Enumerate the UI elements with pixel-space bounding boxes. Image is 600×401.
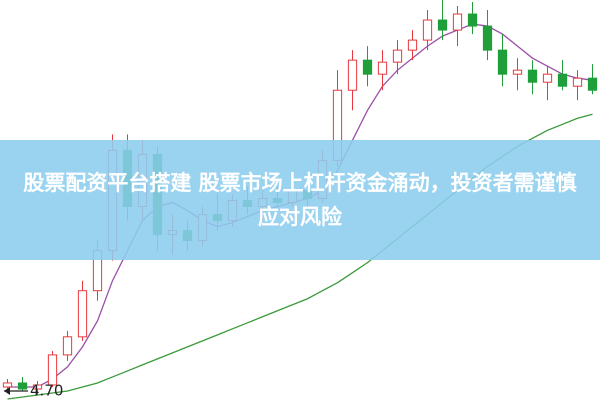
candle-body — [392, 49, 403, 63]
candle-body — [377, 61, 388, 75]
candle-body — [62, 336, 73, 356]
candle-body — [557, 73, 568, 87]
candle-body — [32, 384, 43, 390]
candle-body — [437, 19, 448, 31]
title-banner: 股票配资平台搭建 股票市场上杠杆资金涌动，投资者需谨慎应对风险 — [0, 140, 600, 260]
candle-body — [452, 13, 463, 31]
candle-body — [512, 69, 523, 75]
candle-body — [47, 354, 58, 386]
candle-body — [407, 39, 418, 51]
candle-body — [572, 77, 583, 87]
candle-body — [17, 382, 28, 390]
chart-title: 股票配资平台搭建 股票市场上杠杆资金涌动，投资者需谨慎应对风险 — [23, 171, 577, 229]
price-marker-head — [4, 386, 10, 395]
candle-body — [482, 25, 493, 51]
candle-body — [497, 49, 508, 75]
candle-body — [467, 13, 478, 27]
candle-body — [527, 69, 538, 83]
candle-body — [362, 59, 373, 75]
candle-body — [542, 73, 553, 83]
candle-body — [2, 382, 13, 388]
candle-body — [587, 77, 598, 91]
price-marker-label: 4.70 — [30, 381, 63, 399]
candle-body — [347, 59, 358, 91]
candle-body — [422, 19, 433, 41]
candle-body — [77, 290, 88, 338]
